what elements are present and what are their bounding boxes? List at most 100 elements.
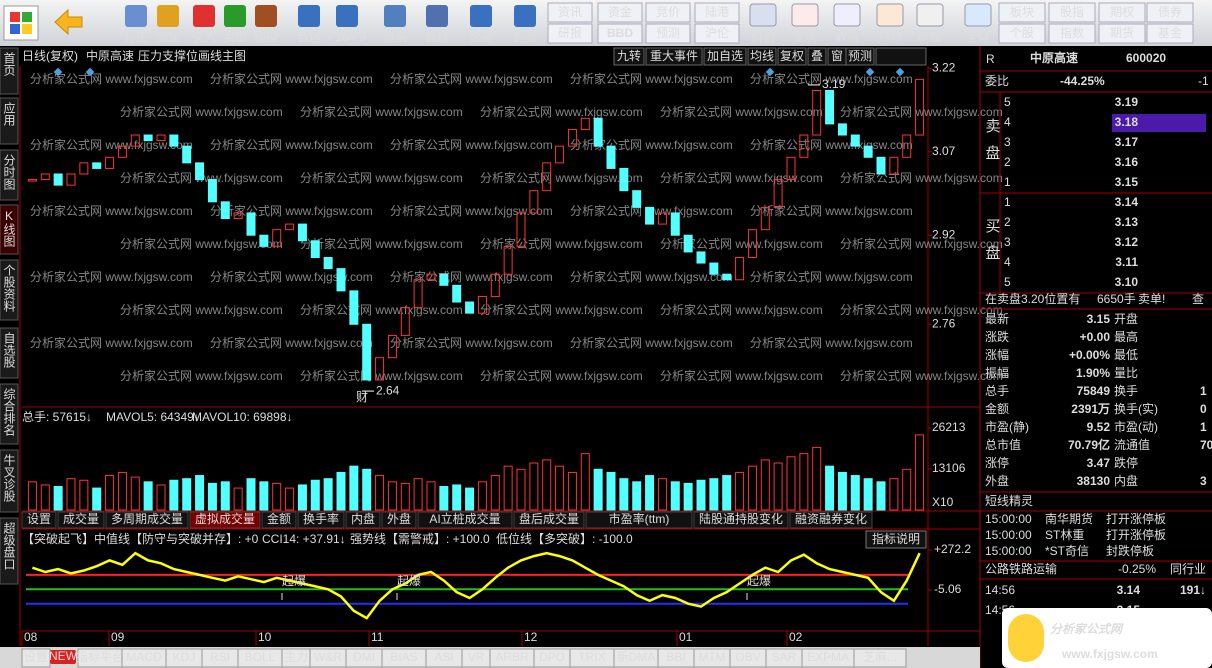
- candle: [645, 206, 655, 225]
- volume-bar: [426, 481, 436, 511]
- stat-label: 量比: [1114, 366, 1138, 380]
- side-tab[interactable]: [0, 149, 19, 201]
- candle: [285, 223, 295, 231]
- indicator-tab[interactable]: [57, 511, 105, 529]
- indicator-tab[interactable]: [345, 511, 381, 529]
- side-tab-label[interactable]: 自选股: [2, 332, 16, 369]
- toolbar-icon[interactable]: [916, 3, 944, 27]
- toolbar-icon[interactable]: [125, 5, 147, 27]
- menu-button[interactable]: [597, 23, 643, 44]
- indicator-tab[interactable]: [417, 511, 513, 529]
- chart-button[interactable]: [845, 47, 875, 66]
- chart-tools[interactable]: [875, 47, 927, 66]
- menu-button[interactable]: [597, 2, 643, 23]
- chart-button[interactable]: [703, 47, 747, 66]
- toolbar-button: 测速: [156, 30, 180, 44]
- toolbar-icon[interactable]: [298, 5, 320, 27]
- toolbar-icon[interactable]: [514, 5, 536, 27]
- toolbar-icon[interactable]: [833, 3, 861, 27]
- indicator-tab[interactable]: [21, 511, 57, 529]
- indicator-tab[interactable]: [789, 511, 873, 529]
- candle: [735, 256, 745, 281]
- toolbar-button: 卖出: [223, 30, 247, 44]
- toolbar-icon[interactable]: [336, 5, 358, 27]
- menu-button[interactable]: [1098, 23, 1146, 44]
- menu-button[interactable]: [694, 2, 740, 23]
- stat-value: 70.79亿: [1068, 437, 1110, 452]
- chart-button[interactable]: [645, 47, 703, 66]
- indicator-tab-label: 融资融券变化: [795, 511, 867, 526]
- menu-button[interactable]: [645, 2, 691, 23]
- menu-button[interactable]: [547, 2, 593, 23]
- watermark: 分析家公式网 www.fxjgsw.com: [660, 302, 823, 317]
- level: 5: [1004, 275, 1011, 289]
- indicator-tab[interactable]: [381, 511, 417, 529]
- toolbar-icon[interactable]: [384, 5, 406, 27]
- bottom-tab-label: 芝麻...: [863, 649, 897, 664]
- side-tab-label[interactable]: 个股资料: [2, 264, 16, 312]
- stat-label: 最高: [1114, 329, 1138, 344]
- indicator-tab[interactable]: [261, 511, 297, 529]
- candle: [336, 268, 346, 292]
- candle: [825, 89, 835, 125]
- side-tab-label[interactable]: 综合排名: [2, 388, 16, 436]
- side-tab-label[interactable]: 牛叉诊股: [2, 453, 16, 503]
- toolbar-icon[interactable]: [157, 5, 179, 27]
- menu-button[interactable]: [547, 23, 593, 44]
- logo-icon: [3, 5, 39, 41]
- indicator-tab[interactable]: [585, 511, 693, 529]
- side-tab[interactable]: [0, 517, 19, 585]
- toolbar-icon[interactable]: [224, 5, 246, 27]
- indicator-tab[interactable]: [105, 511, 189, 529]
- toolbar-icon[interactable]: [426, 5, 448, 27]
- toolbar-icon[interactable]: [749, 3, 777, 27]
- indicator-tab[interactable]: [513, 511, 585, 529]
- event: 封跌停板: [1106, 543, 1154, 558]
- chart-button[interactable]: [613, 47, 645, 66]
- indicator-tab[interactable]: [693, 511, 789, 529]
- toolbar-icon[interactable]: [876, 3, 904, 27]
- toolbar-icon[interactable]: [255, 5, 277, 27]
- side-tab[interactable]: [0, 204, 19, 255]
- menu-button[interactable]: [1048, 23, 1096, 44]
- menu-button[interactable]: [694, 23, 740, 44]
- toolbar-icon[interactable]: [470, 5, 492, 27]
- side-tab-label[interactable]: 分时图: [2, 154, 16, 190]
- side-tab[interactable]: [0, 327, 19, 379]
- side-tab-label[interactable]: 应用: [2, 101, 16, 127]
- toolbar-icon[interactable]: [193, 5, 215, 27]
- indicator-tab[interactable]: [189, 511, 261, 529]
- menu-label: 期货: [1110, 25, 1134, 40]
- stat-label: 最低: [1114, 348, 1138, 362]
- candle: [837, 123, 847, 136]
- toolbar-icon[interactable]: [964, 3, 992, 27]
- side-tab[interactable]: [0, 97, 19, 145]
- volume-bar: [66, 478, 76, 511]
- menu-button[interactable]: [645, 23, 691, 44]
- toolbar-icon[interactable]: [791, 3, 819, 27]
- chart-button[interactable]: [807, 47, 827, 66]
- side-tab[interactable]: [0, 47, 19, 95]
- bottom-tab[interactable]: [853, 648, 907, 668]
- side-tab-label[interactable]: 超级盘口: [2, 521, 16, 570]
- help-button[interactable]: [865, 530, 927, 549]
- chart-button[interactable]: [747, 47, 777, 66]
- menu-button[interactable]: [1146, 23, 1194, 44]
- side-tab-label[interactable]: K线图: [2, 209, 16, 247]
- side-tab-label[interactable]: 首页: [2, 52, 16, 77]
- menu-button[interactable]: [1098, 2, 1146, 23]
- watermark: 分析家公式网 www.fxjgsw.com: [210, 137, 373, 152]
- menu-button[interactable]: [1048, 2, 1096, 23]
- bottom-tab-label: VR: [468, 650, 485, 664]
- back-button[interactable]: [54, 8, 83, 36]
- indicator-tab[interactable]: [297, 511, 345, 529]
- side-tab[interactable]: [0, 259, 19, 321]
- volume-bar: [619, 478, 629, 511]
- menu-button[interactable]: [1146, 2, 1194, 23]
- menu-button[interactable]: [998, 23, 1046, 44]
- side-tab[interactable]: [0, 383, 19, 445]
- tick-time: 14:56: [985, 583, 1015, 597]
- chart-button[interactable]: [777, 47, 807, 66]
- side-tab[interactable]: [0, 449, 19, 513]
- menu-button[interactable]: [998, 2, 1046, 23]
